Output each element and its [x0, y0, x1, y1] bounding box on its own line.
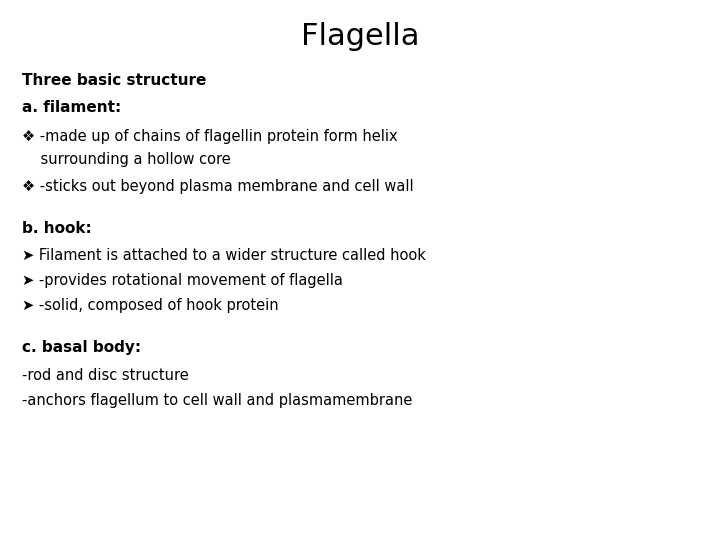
Text: ➤ -solid, composed of hook protein: ➤ -solid, composed of hook protein — [22, 298, 278, 313]
Text: a. filament:: a. filament: — [22, 100, 121, 115]
Text: -rod and disc structure: -rod and disc structure — [22, 368, 189, 383]
Text: surrounding a hollow core: surrounding a hollow core — [22, 152, 230, 167]
Text: ❖ -sticks out beyond plasma membrane and cell wall: ❖ -sticks out beyond plasma membrane and… — [22, 179, 413, 194]
Text: ➤ Filament is attached to a wider structure called hook: ➤ Filament is attached to a wider struct… — [22, 248, 426, 264]
Text: ❖ -made up of chains of flagellin protein form helix: ❖ -made up of chains of flagellin protei… — [22, 129, 397, 144]
Text: Three basic structure: Three basic structure — [22, 73, 206, 88]
Text: c. basal body:: c. basal body: — [22, 340, 140, 355]
Text: ➤ -provides rotational movement of flagella: ➤ -provides rotational movement of flage… — [22, 273, 343, 288]
Text: b. hook:: b. hook: — [22, 221, 91, 237]
Text: Flagella: Flagella — [301, 22, 419, 51]
Text: -anchors flagellum to cell wall and plasmamembrane: -anchors flagellum to cell wall and plas… — [22, 393, 412, 408]
